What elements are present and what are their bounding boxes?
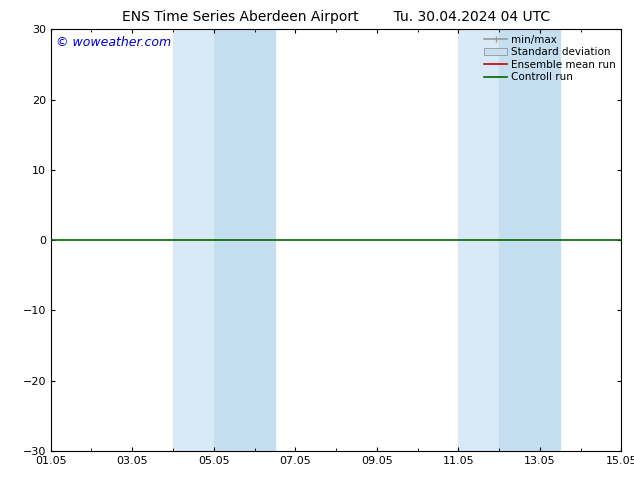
Bar: [173, 29, 214, 451]
Title: ENS Time Series Aberdeen Airport        Tu. 30.04.2024 04 UTC: ENS Time Series Aberdeen Airport Tu. 30.…: [122, 10, 550, 24]
Bar: [214, 29, 275, 451]
Bar: [499, 29, 560, 451]
Legend: min/max, Standard deviation, Ensemble mean run, Controll run: min/max, Standard deviation, Ensemble me…: [482, 32, 618, 84]
Bar: [458, 29, 499, 451]
Text: © woweather.com: © woweather.com: [56, 36, 172, 49]
